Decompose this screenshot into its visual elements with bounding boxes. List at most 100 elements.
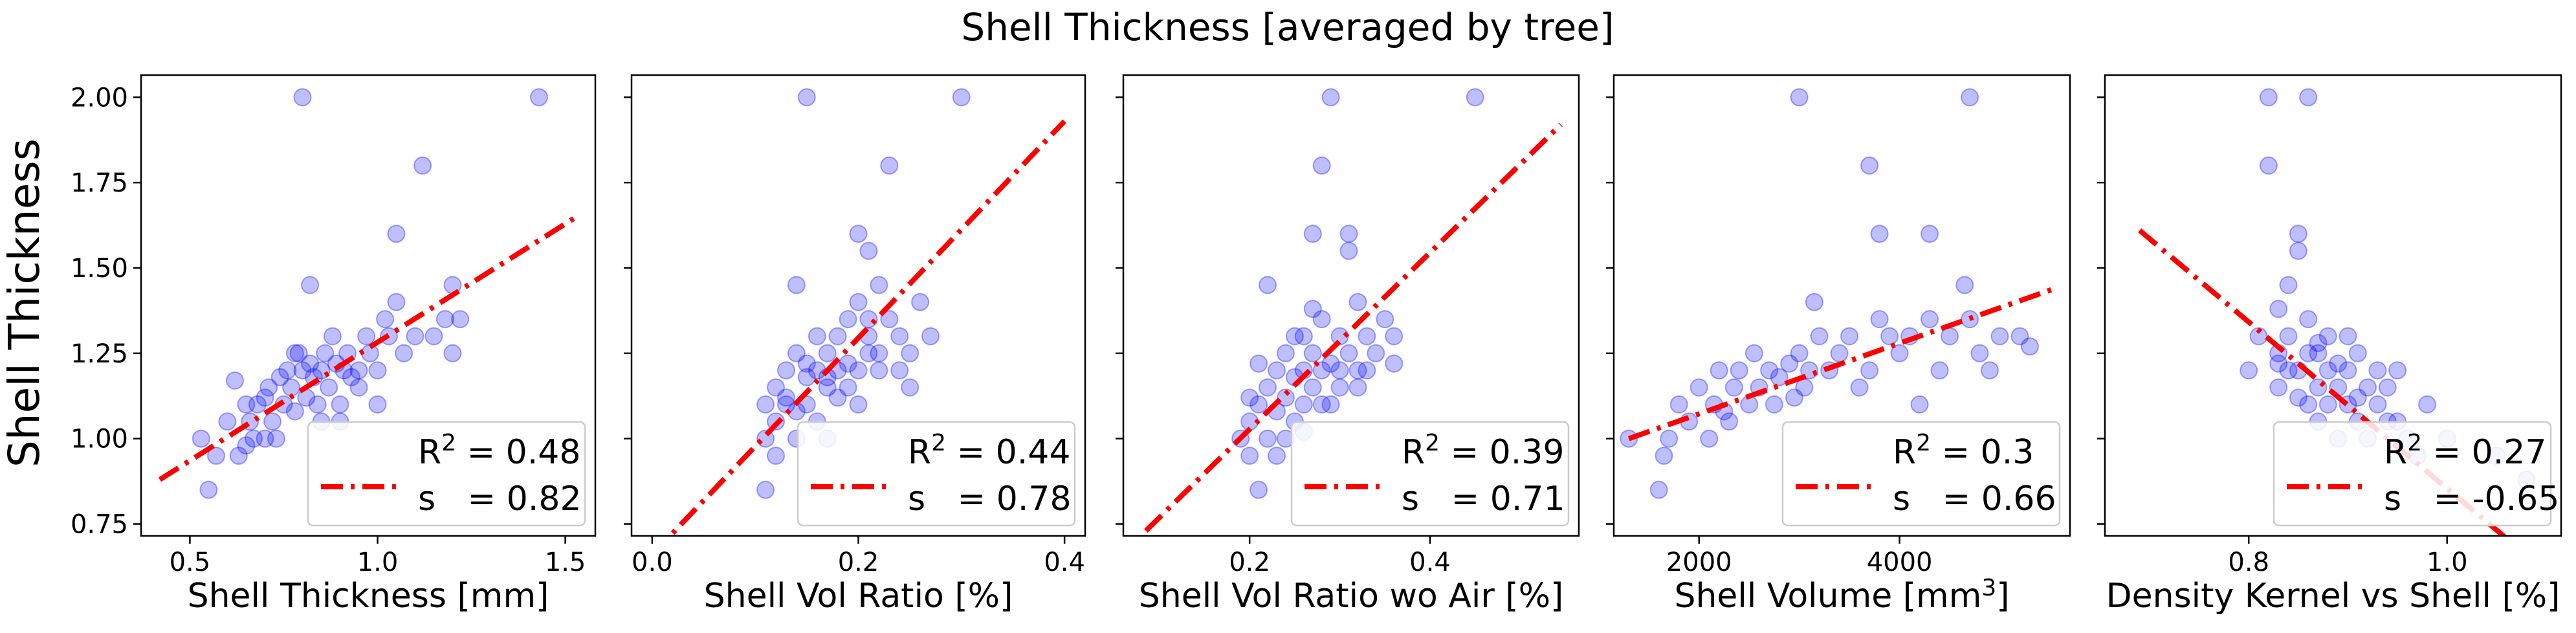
legend: R2 = 0.44s = 0.78 [797, 421, 1076, 527]
scatter-point [282, 378, 301, 397]
x-tick-label: 0.2 [1229, 548, 1270, 577]
y-tick-label: 1.50 [71, 254, 128, 283]
y-tick-label: 1.00 [71, 425, 128, 454]
scatter-point [777, 361, 795, 380]
x-tick-label: 0.0 [632, 548, 673, 577]
scatter-point [2259, 88, 2278, 107]
scatter-point [849, 395, 868, 414]
scatter-point [859, 344, 878, 362]
scatter-point [890, 327, 909, 346]
scatter-point [1921, 225, 1939, 243]
scatter-point [2339, 327, 2357, 346]
scatter-point [1349, 293, 1367, 311]
legend: R2 = 0.48 s = 0.82 [307, 421, 586, 527]
scatter-point [2378, 378, 2397, 397]
scatter-point [1240, 388, 1259, 407]
scatter-point [828, 388, 847, 407]
regression-line [666, 119, 1067, 536]
scatter-point [1745, 344, 1763, 362]
legend: R2 = 0.3 s = 0.66 [1781, 421, 2061, 527]
scatter-point [2269, 354, 2288, 373]
scatter-point [1259, 276, 1277, 294]
scatter-point [1710, 361, 1728, 380]
scatter-point [267, 429, 285, 448]
scatter-point [839, 310, 857, 329]
scatter-point [1724, 378, 1743, 397]
legend-r2: R2 = 0.3 [1893, 430, 2034, 472]
scatter-point [308, 395, 327, 414]
scatter-point [207, 447, 225, 465]
scatter-point [1276, 388, 1295, 407]
scatter-point [2279, 361, 2298, 380]
scatter-point [285, 344, 304, 362]
scatter-point [245, 429, 263, 448]
scatter-point [1910, 395, 1929, 414]
scatter-point [1860, 156, 1879, 175]
scatter-point [192, 429, 210, 448]
scatter-point [1249, 480, 1268, 499]
scatter-point [2418, 395, 2437, 414]
scatter-point [349, 361, 368, 380]
regression-line [2138, 228, 2508, 536]
scatter-point [1700, 429, 1719, 448]
scatter-point [1790, 344, 1809, 362]
scatter-point [1294, 327, 1313, 346]
scatter-point [1330, 378, 1349, 397]
scatter-point [2318, 361, 2337, 380]
scatter-point [2249, 327, 2268, 346]
scatter-point [767, 447, 785, 465]
scatter-point [952, 88, 971, 107]
scatter-point [256, 388, 274, 407]
scatter-point [1890, 344, 1909, 362]
scatter-point [2269, 378, 2288, 397]
scatter-point [2240, 361, 2258, 380]
scatter-point [1930, 361, 1949, 380]
scatter-points [1231, 88, 1484, 499]
scatter-point [818, 378, 837, 397]
scatter-point [2279, 276, 2298, 294]
legend-box [2273, 421, 2552, 527]
scatter-point [1268, 361, 1286, 380]
scatter-point [787, 276, 806, 294]
scatter-point [1367, 344, 1385, 362]
scatter-point [1941, 327, 1959, 346]
scatter-point [387, 225, 406, 243]
y-tick-label: 1.75 [71, 168, 128, 198]
scatter-point [1760, 361, 1779, 380]
scatter-point [880, 156, 899, 175]
scatter-point [1276, 344, 1295, 362]
scatter-point [1303, 344, 1322, 362]
scatter-point [2368, 395, 2387, 414]
scatter-point [2359, 378, 2377, 397]
scatter-point [530, 88, 548, 107]
scatter-point [1312, 310, 1331, 329]
scatter-point [1780, 354, 1799, 373]
scatter-point [2289, 388, 2307, 407]
scatter-point [2368, 361, 2387, 380]
legend-r2: R2 = 0.48 [418, 430, 580, 472]
scatter-point [2309, 344, 2328, 362]
scatter-point [797, 368, 816, 386]
scatter-point [1880, 327, 1899, 346]
x-tick-label: 4000 [1867, 548, 1933, 577]
scatter-point [1981, 361, 1999, 380]
scatter-point [424, 327, 443, 346]
scatter-point [901, 378, 919, 397]
scatter-point [1970, 344, 1989, 362]
scatter-point [1385, 327, 1404, 346]
scatter-point [1259, 378, 1277, 397]
legend-box [797, 421, 1076, 527]
scatter-point [368, 361, 387, 380]
scatter-point [2309, 334, 2328, 352]
scatter-point [1303, 225, 1322, 243]
subplot-2: 0.0 0.2 0.4 Shell Vol Ratio [%] R2 = 0.44s =… [624, 74, 1086, 616]
x-tick-label: 1.0 [357, 548, 399, 577]
legend: R2 = 0.27 s = -0.65 [2273, 421, 2559, 527]
scatter-point [911, 293, 930, 311]
regression-line [1144, 122, 1563, 533]
scatter-point [368, 395, 387, 414]
legend-r2: R2 = 0.27 [2384, 430, 2546, 472]
scatter-point [1303, 378, 1322, 397]
scatter-point [1249, 395, 1268, 414]
